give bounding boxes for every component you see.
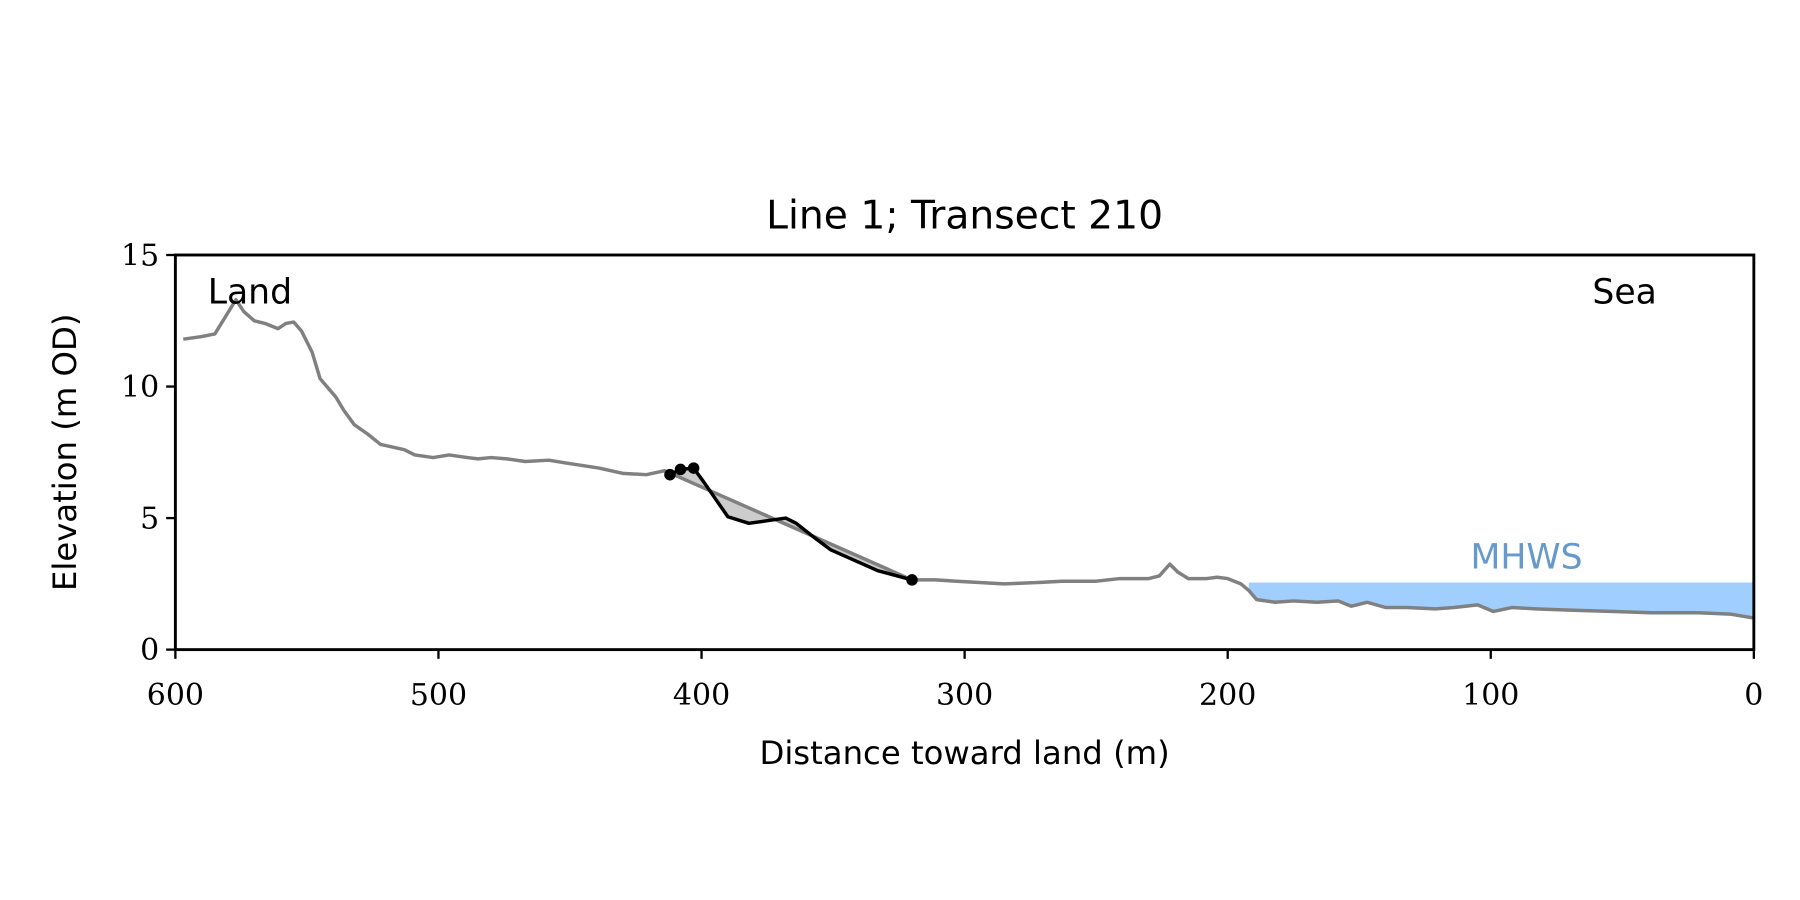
x-tick-label: 100 — [1462, 678, 1519, 713]
x-tick-label: 200 — [1199, 678, 1256, 713]
y-tick-label: 5 — [140, 501, 159, 536]
point — [674, 463, 687, 476]
point — [906, 574, 918, 586]
y-tick-label: 15 — [121, 238, 159, 273]
x-tick-label: 300 — [936, 678, 993, 713]
y-tick-label: 0 — [140, 633, 159, 668]
x-axis-label: Distance toward land (m) — [759, 734, 1169, 772]
annotation: Land — [208, 272, 292, 312]
chart-title: Line 1; Transect 210 — [766, 193, 1163, 238]
y-axis-label: Elevation (m OD) — [46, 314, 84, 592]
x-tick-label: 0 — [1744, 678, 1763, 713]
mhws-label: MHWS — [1471, 538, 1583, 578]
point — [687, 462, 700, 474]
annotation: Sea — [1592, 272, 1656, 312]
point — [664, 468, 676, 481]
x-tick-label: 500 — [410, 678, 467, 713]
y-tick-label: 10 — [121, 370, 159, 405]
x-tick-label: 400 — [673, 678, 730, 713]
line — [183, 297, 1755, 620]
mhws-fill — [1248, 582, 1754, 619]
x-tick-label: 600 — [147, 678, 204, 713]
